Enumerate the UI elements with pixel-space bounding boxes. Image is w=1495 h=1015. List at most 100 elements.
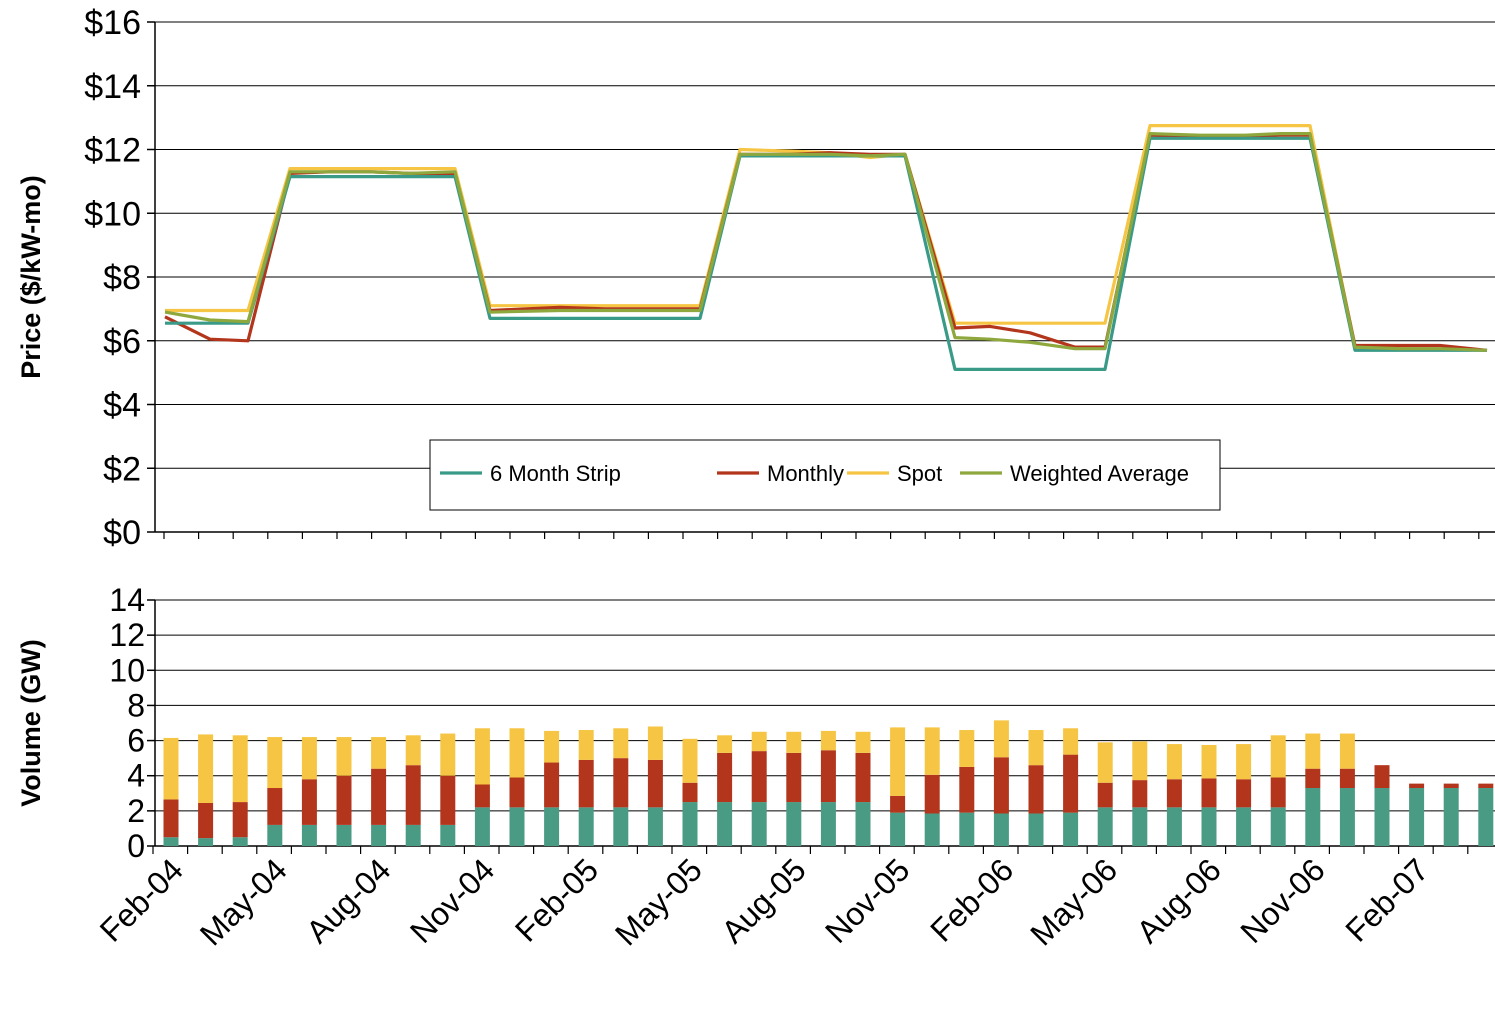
volume-bar-spot — [544, 730, 560, 763]
volume-bar-monthly — [647, 759, 663, 808]
volume-bar-6-month-strip — [1063, 812, 1079, 846]
volume-bar-6-month-strip — [232, 837, 248, 846]
volume-bar-spot — [509, 728, 525, 778]
price-y-tick-label: $14 — [84, 68, 141, 106]
volume-bar-spot — [267, 737, 283, 789]
volume-bar-6-month-strip — [924, 813, 940, 846]
volume-bar-spot — [820, 730, 836, 751]
volume-bar-monthly — [1374, 765, 1390, 789]
volume-bar-spot — [474, 728, 490, 785]
volume-bar-monthly — [1305, 768, 1321, 789]
legend-label: Weighted Average — [1010, 461, 1189, 486]
volume-bar-monthly — [1270, 777, 1286, 808]
volume-bar-6-month-strip — [474, 807, 490, 846]
volume-bar-spot — [440, 733, 456, 776]
volume-bar-monthly — [1132, 780, 1148, 808]
volume-bar-6-month-strip — [1097, 807, 1113, 846]
volume-bar-6-month-strip — [890, 812, 906, 846]
volume-bar-monthly — [1478, 783, 1494, 789]
volume-bar-monthly — [440, 775, 456, 825]
volume-bar-6-month-strip — [1339, 788, 1355, 846]
volume-bar-spot — [786, 731, 802, 753]
volume-bar-monthly — [993, 757, 1009, 814]
volume-bar-monthly — [474, 784, 490, 808]
volume-bar-monthly — [405, 765, 421, 825]
volume-bar-spot — [1270, 735, 1286, 778]
volume-bar-spot — [924, 727, 940, 775]
volume-bar-monthly — [1443, 783, 1459, 789]
volume-bar-6-month-strip — [440, 824, 456, 846]
volume-bar-spot — [336, 737, 352, 776]
volume-bar-spot — [682, 738, 698, 783]
volume-bar-monthly — [1028, 765, 1044, 814]
x-axis-label: Aug-06 — [1130, 851, 1228, 949]
volume-bar-6-month-strip — [509, 807, 525, 846]
volume-bar-6-month-strip — [855, 802, 871, 846]
volume-bar-monthly — [1236, 779, 1252, 808]
volume-bar-spot — [578, 730, 594, 760]
volume-y-tick-label: 8 — [127, 687, 145, 723]
volume-y-tick-label: 14 — [109, 582, 145, 618]
volume-bar-6-month-strip — [647, 807, 663, 846]
volume-bar-monthly — [1409, 783, 1425, 789]
volume-bar-monthly — [613, 758, 629, 808]
volume-y-tick-label: 10 — [109, 652, 145, 688]
volume-bar-monthly — [959, 766, 975, 813]
volume-y-tick-label: 4 — [127, 758, 145, 794]
volume-bar-6-month-strip — [751, 802, 767, 846]
price-y-tick-label: $16 — [84, 4, 141, 42]
x-axis-label: Aug-05 — [714, 851, 812, 949]
price-y-tick-label: $6 — [103, 323, 141, 361]
x-axis-label: Feb-04 — [93, 851, 190, 948]
volume-bar-spot — [1305, 733, 1321, 769]
volume-bar-6-month-strip — [1409, 788, 1425, 846]
volume-bar-6-month-strip — [1201, 807, 1217, 846]
volume-bar-6-month-strip — [1236, 807, 1252, 846]
volume-bar-spot — [371, 737, 387, 769]
volume-bar-monthly — [751, 751, 767, 803]
volume-bar-monthly — [267, 788, 283, 825]
volume-bar-spot — [163, 737, 179, 800]
volume-bar-monthly — [682, 782, 698, 803]
volume-bar-spot — [232, 735, 248, 803]
volume-bar-monthly — [1201, 778, 1217, 808]
volume-bar-spot — [1097, 742, 1113, 783]
volume-bar-6-month-strip — [613, 807, 629, 846]
volume-bar-spot — [1063, 728, 1079, 755]
price-line-spot — [165, 123, 1488, 352]
x-axis-label: May-04 — [193, 851, 294, 952]
volume-bar-spot — [1201, 744, 1217, 779]
x-axis-label: May-06 — [1023, 851, 1124, 952]
volume-bar-spot — [1166, 744, 1182, 780]
volume-bar-spot — [1028, 730, 1044, 766]
volume-bar-monthly — [1339, 768, 1355, 789]
volume-bar-6-month-strip — [717, 802, 733, 846]
volume-bar-monthly — [786, 752, 802, 803]
price-y-tick-label: $0 — [103, 514, 141, 552]
volume-bar-6-month-strip — [959, 812, 975, 846]
volume-bar-spot — [613, 728, 629, 759]
volume-bar-6-month-strip — [682, 802, 698, 846]
volume-bar-spot — [717, 735, 733, 753]
price-y-tick-label: $4 — [103, 387, 141, 425]
volume-bar-monthly — [544, 762, 560, 808]
volume-bar-monthly — [336, 775, 352, 825]
volume-bar-monthly — [301, 779, 317, 825]
volume-y-tick-label: 12 — [109, 617, 145, 653]
x-axis-label: Nov-04 — [403, 851, 501, 949]
x-axis-label: Nov-05 — [818, 851, 916, 949]
volume-bar-6-month-strip — [544, 807, 560, 846]
volume-bar-spot — [647, 726, 663, 760]
volume-bar-monthly — [855, 752, 871, 803]
volume-bar-monthly — [1166, 779, 1182, 808]
x-axis-label: Feb-05 — [508, 851, 605, 948]
volume-bar-monthly — [1097, 782, 1113, 808]
volume-bar-spot — [993, 720, 1009, 758]
volume-bar-monthly — [717, 752, 733, 803]
volume-bar-monthly — [924, 774, 940, 814]
price-y-tick-label: $8 — [103, 259, 141, 297]
volume-y-axis-title: Volume (GW) — [16, 639, 46, 806]
volume-bar-6-month-strip — [1270, 807, 1286, 846]
